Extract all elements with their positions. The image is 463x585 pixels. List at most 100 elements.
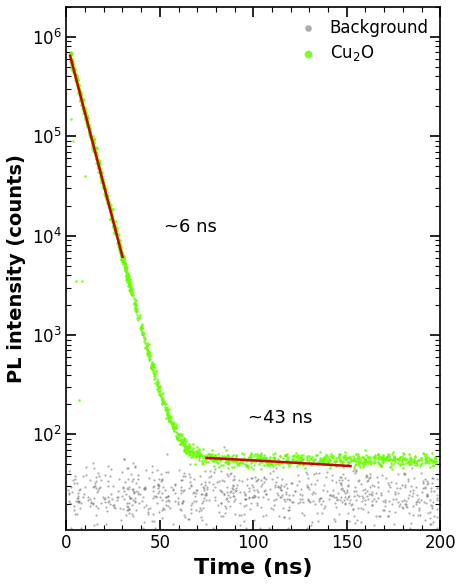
Cu$_2$O: [244, 456, 251, 465]
Cu$_2$O: [123, 266, 130, 275]
Cu$_2$O: [80, 108, 88, 118]
Cu$_2$O: [170, 425, 178, 435]
Background: [341, 500, 349, 509]
Cu$_2$O: [166, 415, 173, 424]
Cu$_2$O: [169, 419, 176, 429]
Background: [381, 497, 388, 507]
Cu$_2$O: [69, 63, 76, 72]
Cu$_2$O: [90, 139, 97, 148]
Cu$_2$O: [163, 404, 170, 414]
Cu$_2$O: [100, 183, 108, 192]
Cu$_2$O: [110, 216, 118, 226]
Cu$_2$O: [428, 457, 436, 467]
Cu$_2$O: [244, 453, 252, 463]
Background: [169, 519, 176, 529]
Background: [384, 511, 391, 521]
Text: ~6 ns: ~6 ns: [163, 218, 217, 236]
Background: [353, 490, 361, 500]
Cu$_2$O: [130, 299, 138, 308]
Background: [329, 491, 336, 501]
Cu$_2$O: [171, 422, 179, 432]
Cu$_2$O: [350, 453, 358, 463]
Cu$_2$O: [156, 391, 164, 400]
Background: [363, 476, 371, 486]
Cu$_2$O: [374, 450, 381, 459]
Cu$_2$O: [432, 454, 439, 463]
Cu$_2$O: [145, 347, 152, 357]
Background: [304, 469, 311, 479]
Cu$_2$O: [88, 134, 95, 143]
Cu$_2$O: [202, 452, 209, 462]
Background: [139, 493, 147, 502]
Cu$_2$O: [141, 335, 149, 344]
Background: [378, 470, 385, 479]
Cu$_2$O: [238, 457, 245, 467]
Cu$_2$O: [121, 264, 129, 273]
Cu$_2$O: [182, 448, 190, 457]
Cu$_2$O: [105, 198, 113, 208]
Cu$_2$O: [110, 204, 117, 214]
Background: [262, 489, 269, 498]
Cu$_2$O: [379, 457, 386, 467]
Cu$_2$O: [248, 456, 256, 466]
Cu$_2$O: [69, 63, 77, 73]
Cu$_2$O: [128, 290, 136, 300]
Background: [158, 505, 166, 515]
Cu$_2$O: [221, 453, 229, 463]
Cu$_2$O: [82, 109, 89, 118]
Background: [75, 485, 82, 494]
Cu$_2$O: [87, 132, 94, 141]
Background: [313, 508, 320, 518]
Cu$_2$O: [129, 290, 137, 300]
Background: [390, 519, 398, 529]
Cu$_2$O: [73, 73, 80, 82]
Cu$_2$O: [119, 253, 127, 262]
Cu$_2$O: [336, 457, 344, 466]
Background: [340, 495, 347, 505]
Cu$_2$O: [336, 454, 344, 463]
Background: [384, 487, 391, 496]
Cu$_2$O: [112, 226, 119, 235]
Background: [306, 484, 313, 494]
Cu$_2$O: [271, 448, 279, 457]
Cu$_2$O: [371, 453, 378, 462]
Background: [142, 500, 150, 510]
Background: [282, 480, 289, 489]
Cu$_2$O: [84, 116, 91, 126]
Cu$_2$O: [123, 266, 130, 275]
Background: [185, 515, 192, 524]
Cu$_2$O: [370, 453, 378, 462]
Cu$_2$O: [431, 456, 438, 466]
Cu$_2$O: [377, 462, 385, 471]
Background: [259, 493, 266, 502]
Cu$_2$O: [206, 449, 213, 459]
Cu$_2$O: [97, 170, 105, 179]
Cu$_2$O: [179, 436, 187, 445]
Background: [273, 495, 280, 504]
Cu$_2$O: [342, 447, 349, 456]
Background: [334, 488, 342, 498]
Cu$_2$O: [75, 88, 83, 98]
Cu$_2$O: [69, 61, 76, 70]
Background: [92, 479, 99, 488]
Cu$_2$O: [104, 197, 112, 207]
Cu$_2$O: [213, 455, 220, 464]
Cu$_2$O: [117, 247, 125, 257]
Background: [319, 485, 326, 494]
Cu$_2$O: [299, 460, 307, 470]
Background: [401, 500, 408, 509]
Background: [110, 501, 118, 510]
Cu$_2$O: [296, 455, 304, 464]
Background: [358, 491, 365, 500]
Cu$_2$O: [206, 454, 213, 463]
Cu$_2$O: [124, 271, 131, 281]
Background: [304, 523, 311, 532]
Background: [131, 494, 138, 503]
Cu$_2$O: [85, 123, 92, 132]
Cu$_2$O: [75, 89, 82, 98]
Background: [144, 505, 151, 514]
Cu$_2$O: [83, 119, 91, 128]
Cu$_2$O: [92, 153, 100, 162]
Cu$_2$O: [211, 452, 218, 462]
Cu$_2$O: [338, 456, 346, 466]
